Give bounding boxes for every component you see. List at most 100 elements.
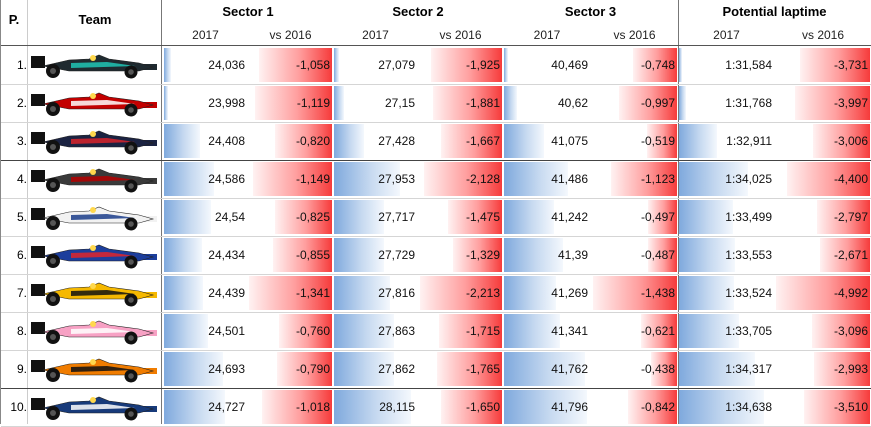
s2-cell: 28,115: [334, 390, 417, 424]
lap-cell: 1:33,499: [679, 200, 774, 234]
lap-bar: [679, 124, 717, 158]
s3d-value: -0,997: [640, 96, 675, 110]
s3-cell: 40,469: [504, 48, 590, 82]
lap-bar: [679, 390, 764, 424]
s1d-bar: [259, 48, 332, 82]
s1d-value: -1,341: [295, 286, 330, 300]
s3d-bar: [619, 86, 677, 120]
s1d-bar: [249, 276, 332, 310]
s2d-cell: -2,213: [419, 276, 502, 310]
lapd-cell: -4,992: [776, 276, 870, 310]
lap-cell: 1:31,768: [679, 86, 774, 120]
team-car: [29, 392, 159, 422]
s2d-value: -1,667: [465, 134, 500, 148]
s2-cell: 27,717: [334, 200, 417, 234]
lapd-value: -4,992: [833, 286, 868, 300]
s3d-value: -0,621: [640, 324, 675, 338]
car-icon: [31, 282, 157, 307]
s2-bar: [334, 314, 394, 348]
position-cell: 10.: [10, 400, 27, 414]
header-sector-1: Sector 1: [222, 4, 274, 19]
s3d-cell: -1,123: [592, 162, 677, 196]
row-divider: [1, 350, 871, 351]
s1d-cell: -0,820: [249, 124, 332, 158]
subheader-s3-2017: 2017: [533, 28, 561, 42]
s1d-cell: -0,855: [249, 238, 332, 272]
lapd-cell: -3,510: [776, 390, 870, 424]
s3d-cell: -0,748: [592, 48, 677, 82]
s2d-value: -1,715: [465, 324, 500, 338]
s3d-cell: -0,621: [592, 314, 677, 348]
s2-value: 27,717: [378, 210, 415, 224]
s3d-bar: [628, 390, 677, 424]
s2-bar: [334, 124, 364, 158]
s3-cell: 41,075: [504, 124, 590, 158]
team-car: [29, 316, 159, 346]
car-icon: [31, 168, 157, 193]
s2-value: 27,729: [378, 248, 415, 262]
header-bottom-line: [1, 45, 871, 46]
s2d-cell: -1,329: [419, 238, 502, 272]
lapd-value: -4,400: [833, 172, 868, 186]
subheader-s2-vs2016: vs 2016: [439, 28, 482, 42]
s3-value: 41,269: [551, 286, 588, 300]
s3-value: 41,796: [551, 400, 588, 414]
s1-value: 24,434: [208, 248, 245, 262]
lapd-bar: [800, 48, 870, 82]
car-icon: [31, 396, 157, 421]
s1d-cell: -0,790: [249, 352, 332, 386]
s1d-bar: [253, 162, 332, 196]
s3d-bar: [648, 200, 677, 234]
s1d-value: -0,825: [295, 210, 330, 224]
subheader-s2-2017: 2017: [362, 28, 389, 42]
s2d-bar: [433, 86, 502, 120]
header-team: Team: [78, 12, 112, 27]
position-cell: 1.: [16, 58, 27, 72]
s2-cell: 27,428: [334, 124, 417, 158]
s1d-value: -0,855: [295, 248, 330, 262]
s2-bar: [334, 200, 384, 234]
s1-cell: 24,036: [164, 48, 247, 82]
s2-value: 27,079: [378, 58, 415, 72]
s3-cell: 41,486: [504, 162, 590, 196]
s3-bar: [504, 390, 587, 424]
s2-bar: [334, 390, 411, 424]
s2-cell: 27,862: [334, 352, 417, 386]
s2d-bar: [420, 276, 502, 310]
team-car: [29, 240, 159, 270]
table-row: 6. 24,434 -0,855 27,729 -1,329 41,39 -0,487 1:3…: [1, 236, 871, 274]
lap-cell: 1:33,705: [679, 314, 774, 348]
s1d-cell: -0,825: [249, 200, 332, 234]
table-row: 4. 24,586 -1,149 27,953 -2,128 41,486 -1,123 1:…: [1, 160, 871, 198]
s2d-bar: [437, 352, 502, 386]
s2d-cell: -1,925: [419, 48, 502, 82]
car-icon: [31, 358, 157, 383]
lapd-value: -3,006: [833, 134, 868, 148]
s3-value: 41,39: [557, 248, 588, 262]
subheader-s1-vs2016: vs 2016: [269, 28, 312, 42]
s1-value: 24,586: [208, 172, 245, 186]
table-row: 1. 24,036 -1,058 27,079 -1,925 40,469 -0,748 1:…: [1, 46, 871, 84]
subheader-lap-2017: 2017: [713, 28, 740, 42]
s3d-value: -0,487: [640, 248, 675, 262]
s1-bar: [164, 276, 203, 310]
lap-value: 1:33,553: [725, 248, 772, 262]
s3-bar: [504, 124, 544, 158]
lapd-bar: [814, 352, 870, 386]
s2d-bar: [448, 200, 502, 234]
lap-bar: [679, 314, 739, 348]
position-cell: 8.: [16, 324, 27, 338]
divider-laptime: [678, 0, 679, 424]
s3d-cell: -0,842: [592, 390, 677, 424]
s3-value: 40,469: [551, 58, 588, 72]
s1-bar: [164, 48, 171, 82]
s3d-value: -1,438: [640, 286, 675, 300]
header-potential-laptime: Potential laptime: [722, 4, 827, 19]
car-icon: [31, 92, 157, 117]
position-cell: 2.: [16, 96, 27, 110]
s3-bar: [504, 200, 554, 234]
lapd-cell: -3,006: [776, 124, 870, 158]
lapd-bar: [813, 124, 870, 158]
header-position: P.: [8, 12, 20, 27]
lap-bar: [679, 48, 682, 82]
